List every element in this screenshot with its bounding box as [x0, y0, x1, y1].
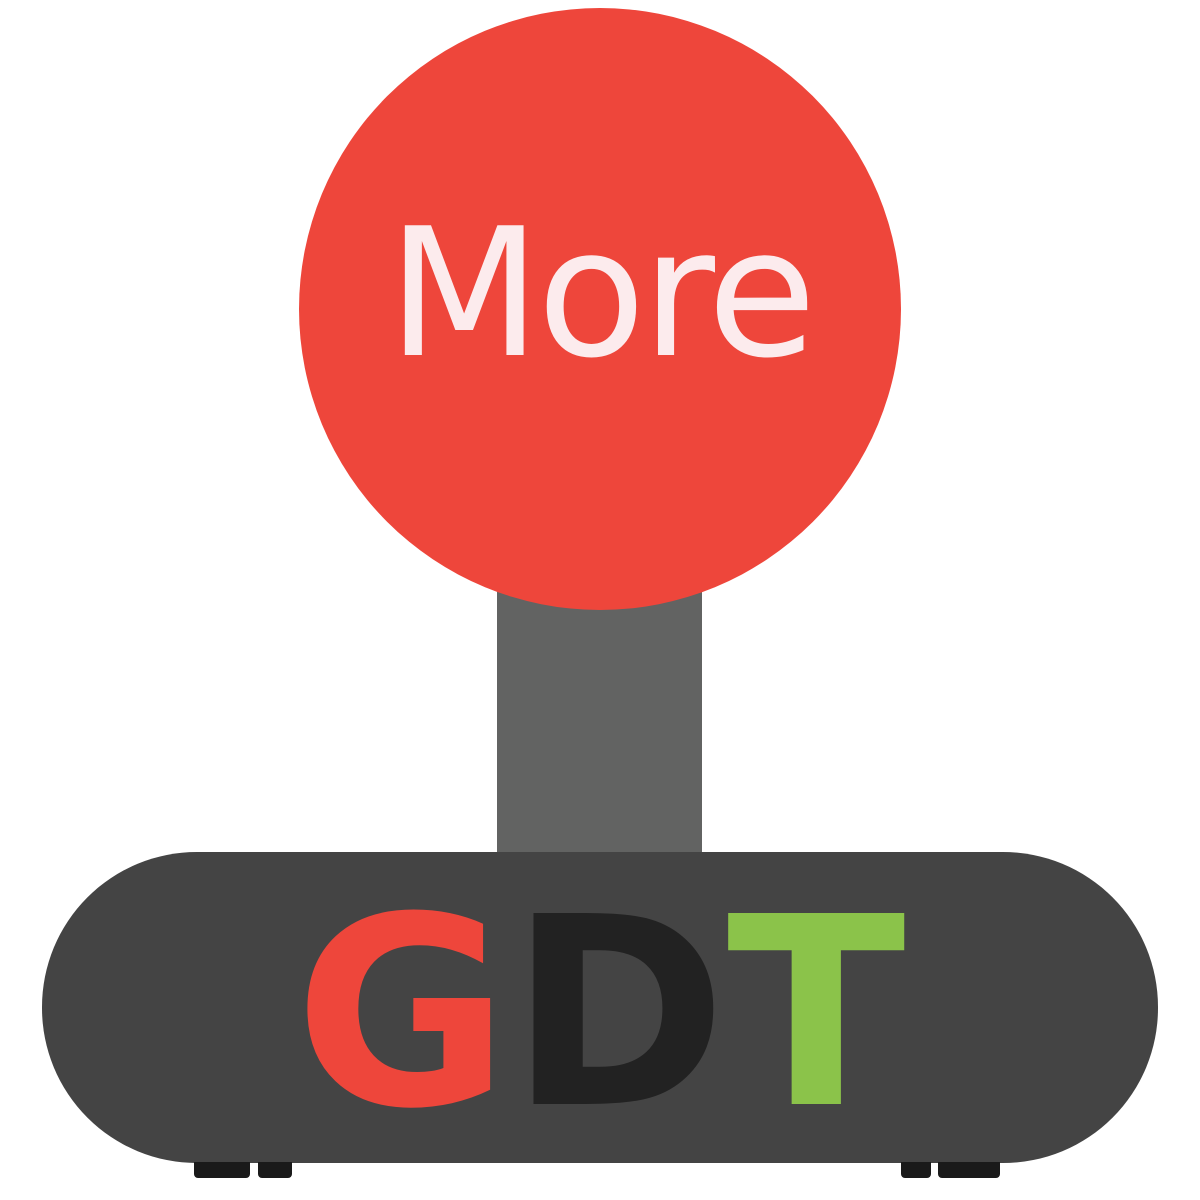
- foot-left-inner: [258, 1162, 292, 1178]
- foot-right-outer: [938, 1162, 1000, 1178]
- base-wordmark: GDT: [294, 883, 905, 1145]
- joystick-base: GDT: [42, 852, 1158, 1163]
- foot-right-inner: [901, 1162, 931, 1178]
- letter-d: D: [509, 861, 726, 1166]
- foot-left-outer: [194, 1162, 250, 1178]
- letter-t: T: [727, 861, 906, 1166]
- joystick-stem: [497, 585, 702, 875]
- joystick-knob: More: [299, 8, 901, 610]
- knob-label: More: [387, 205, 812, 383]
- letter-g: G: [294, 861, 509, 1166]
